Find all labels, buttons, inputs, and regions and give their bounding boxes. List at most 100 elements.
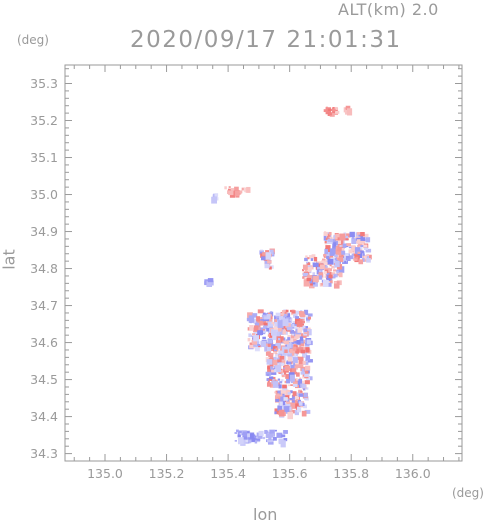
echo-cell: [310, 258, 314, 261]
echo-cell: [280, 440, 286, 448]
echo-cell: [283, 430, 288, 434]
echo-cell: [301, 368, 305, 372]
echo-cell: [284, 313, 291, 319]
echo-cell: [248, 438, 252, 443]
datetime-title: 2020/09/17 21:01:31: [130, 27, 402, 53]
echo-cell: [299, 336, 304, 341]
echo-cell: [290, 384, 293, 387]
echo-cell: [304, 359, 308, 362]
echo-cell: [345, 105, 351, 110]
echo-cell: [279, 331, 284, 335]
echo-cell: [332, 108, 336, 112]
echo-cell: [295, 348, 300, 354]
plot-frame: [64, 64, 463, 462]
echo-cell: [290, 364, 295, 370]
echo-cell: [251, 339, 258, 345]
echo-cell: [262, 436, 266, 440]
echo-cell: [277, 359, 282, 363]
echo-cell: [267, 380, 270, 384]
echo-cell: [324, 249, 329, 255]
echo-cell: [253, 335, 260, 342]
echo-cell: [334, 260, 340, 268]
echo-cell: [306, 339, 311, 345]
echo-cell: [339, 242, 344, 248]
echo-cell: [276, 316, 281, 321]
echo-cell: [291, 368, 297, 373]
echo-cell: [236, 429, 239, 433]
echo-cell: [282, 384, 287, 389]
echo-cell: [326, 273, 329, 275]
echo-cell: [305, 316, 310, 319]
echo-cell: [298, 393, 304, 397]
echo-cell: [291, 400, 295, 405]
y-tick-label: 35.1: [30, 150, 58, 165]
echo-cell: [265, 433, 270, 439]
echo-cell: [260, 249, 264, 252]
echo-cell: [329, 268, 332, 271]
echo-cell: [275, 353, 279, 357]
echo-cell: [360, 234, 366, 241]
echo-cell: [283, 351, 287, 356]
echo-cell: [264, 316, 268, 320]
echo-cell: [335, 233, 341, 240]
echo-cell: [306, 267, 312, 271]
echo-cell: [302, 276, 305, 279]
echo-cell: [255, 436, 258, 439]
echo-cell: [271, 328, 277, 336]
echo-cell: [241, 187, 246, 191]
echo-cell: [344, 252, 349, 259]
echo-cell: [293, 312, 298, 318]
x-tick-label: 135.0: [87, 466, 123, 481]
echo-cell: [262, 252, 268, 256]
echo-cell: [301, 410, 307, 417]
echo-cell: [286, 361, 289, 364]
echo-cell: [320, 264, 325, 270]
echo-cell: [344, 233, 351, 238]
echo-cell: [296, 356, 300, 359]
echo-cell: [325, 251, 330, 258]
echo-cell: [254, 345, 260, 352]
echo-cell: [301, 384, 307, 389]
echo-cell: [292, 383, 298, 387]
echo-cell: [299, 341, 305, 349]
echo-cell: [289, 319, 292, 321]
echo-cell: [303, 404, 307, 409]
echo-cell: [266, 378, 269, 381]
echo-cell: [307, 313, 313, 317]
echo-cell: [237, 434, 241, 438]
x-tick-label: 136.0: [395, 466, 431, 481]
echo-cell: [274, 408, 279, 415]
echo-cell: [328, 231, 332, 236]
echo-cell: [254, 322, 260, 328]
echo-cell: [276, 382, 281, 387]
echo-cell: [246, 186, 251, 193]
echo-cell: [340, 247, 345, 252]
echo-cell: [344, 235, 349, 241]
echo-cell: [351, 253, 354, 256]
echo-cell: [334, 254, 338, 258]
echo-cell: [266, 346, 271, 352]
echo-cell: [298, 389, 302, 393]
echo-cell: [285, 349, 291, 355]
echo-cell: [237, 437, 244, 445]
echo-cell: [327, 272, 330, 276]
echo-cell: [339, 233, 346, 241]
echo-cell: [273, 325, 279, 330]
x-axis-unit: (deg): [452, 486, 484, 500]
echo-cell: [260, 319, 264, 322]
echo-cell: [304, 387, 309, 390]
echo-cell: [320, 260, 325, 263]
echo-cell: [248, 333, 252, 337]
echo-cell: [302, 264, 308, 270]
echo-cell: [334, 106, 338, 110]
echo-cell: [350, 245, 356, 252]
echo-cell: [295, 364, 301, 369]
echo-cell: [206, 281, 212, 287]
echo-cell: [291, 333, 295, 336]
echo-cell: [305, 365, 311, 371]
echo-cell: [292, 357, 298, 363]
echo-cell: [274, 411, 277, 415]
echo-cell: [275, 342, 281, 349]
echo-cell: [325, 106, 328, 109]
echo-cell: [362, 253, 365, 256]
